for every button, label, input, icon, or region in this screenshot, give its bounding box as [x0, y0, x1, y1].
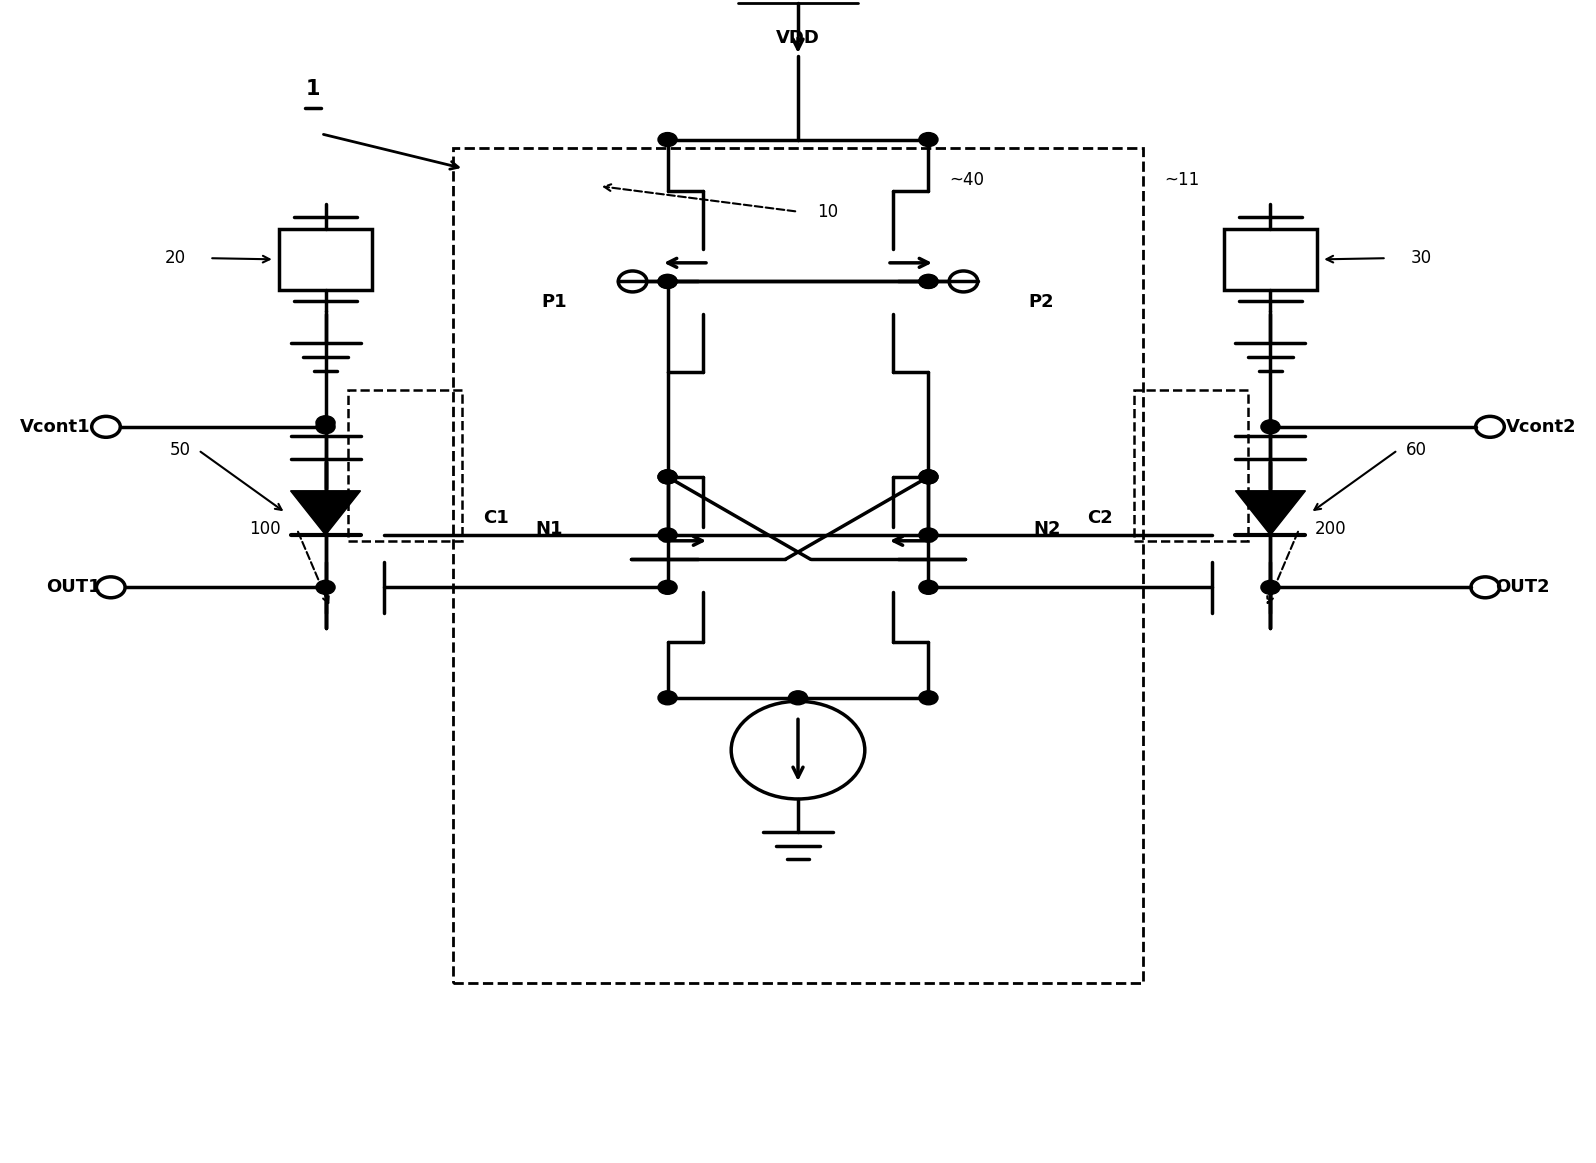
Circle shape — [658, 470, 677, 484]
Circle shape — [316, 420, 335, 434]
Circle shape — [658, 580, 677, 594]
Text: Vcont1: Vcont1 — [19, 418, 89, 436]
Circle shape — [919, 528, 938, 542]
Text: N1: N1 — [535, 520, 562, 538]
Circle shape — [788, 691, 808, 705]
Text: ~11: ~11 — [1163, 171, 1199, 190]
Text: 60: 60 — [1406, 441, 1427, 459]
Text: 100: 100 — [249, 520, 281, 538]
Text: P1: P1 — [541, 293, 567, 312]
Polygon shape — [1235, 491, 1306, 535]
Circle shape — [919, 691, 938, 705]
Text: OUT2: OUT2 — [1495, 578, 1550, 597]
Text: VDD: VDD — [776, 29, 820, 47]
Circle shape — [658, 133, 677, 147]
Text: P2: P2 — [1029, 293, 1055, 312]
Polygon shape — [290, 491, 361, 535]
Text: ~40: ~40 — [950, 171, 985, 190]
Text: 1: 1 — [305, 79, 321, 99]
Circle shape — [919, 133, 938, 147]
Text: 10: 10 — [817, 202, 838, 221]
Circle shape — [919, 470, 938, 484]
Circle shape — [658, 470, 677, 484]
Text: OUT1: OUT1 — [46, 578, 101, 597]
Text: 20: 20 — [164, 249, 185, 267]
Text: N2: N2 — [1034, 520, 1061, 538]
Circle shape — [919, 580, 938, 594]
Circle shape — [1261, 420, 1280, 434]
Bar — [1224, 229, 1317, 290]
Circle shape — [919, 274, 938, 288]
Text: 200: 200 — [1315, 520, 1347, 538]
Circle shape — [919, 274, 938, 288]
Circle shape — [316, 580, 335, 594]
Text: C1: C1 — [482, 509, 509, 527]
Circle shape — [658, 274, 677, 288]
Circle shape — [919, 470, 938, 484]
Circle shape — [658, 528, 677, 542]
Circle shape — [1261, 580, 1280, 594]
Circle shape — [316, 416, 335, 430]
Text: Vcont2: Vcont2 — [1507, 418, 1577, 436]
Text: C2: C2 — [1087, 509, 1114, 527]
Bar — [279, 229, 372, 290]
Circle shape — [658, 691, 677, 705]
Text: 50: 50 — [169, 441, 190, 459]
Text: 30: 30 — [1411, 249, 1432, 267]
Circle shape — [658, 274, 677, 288]
